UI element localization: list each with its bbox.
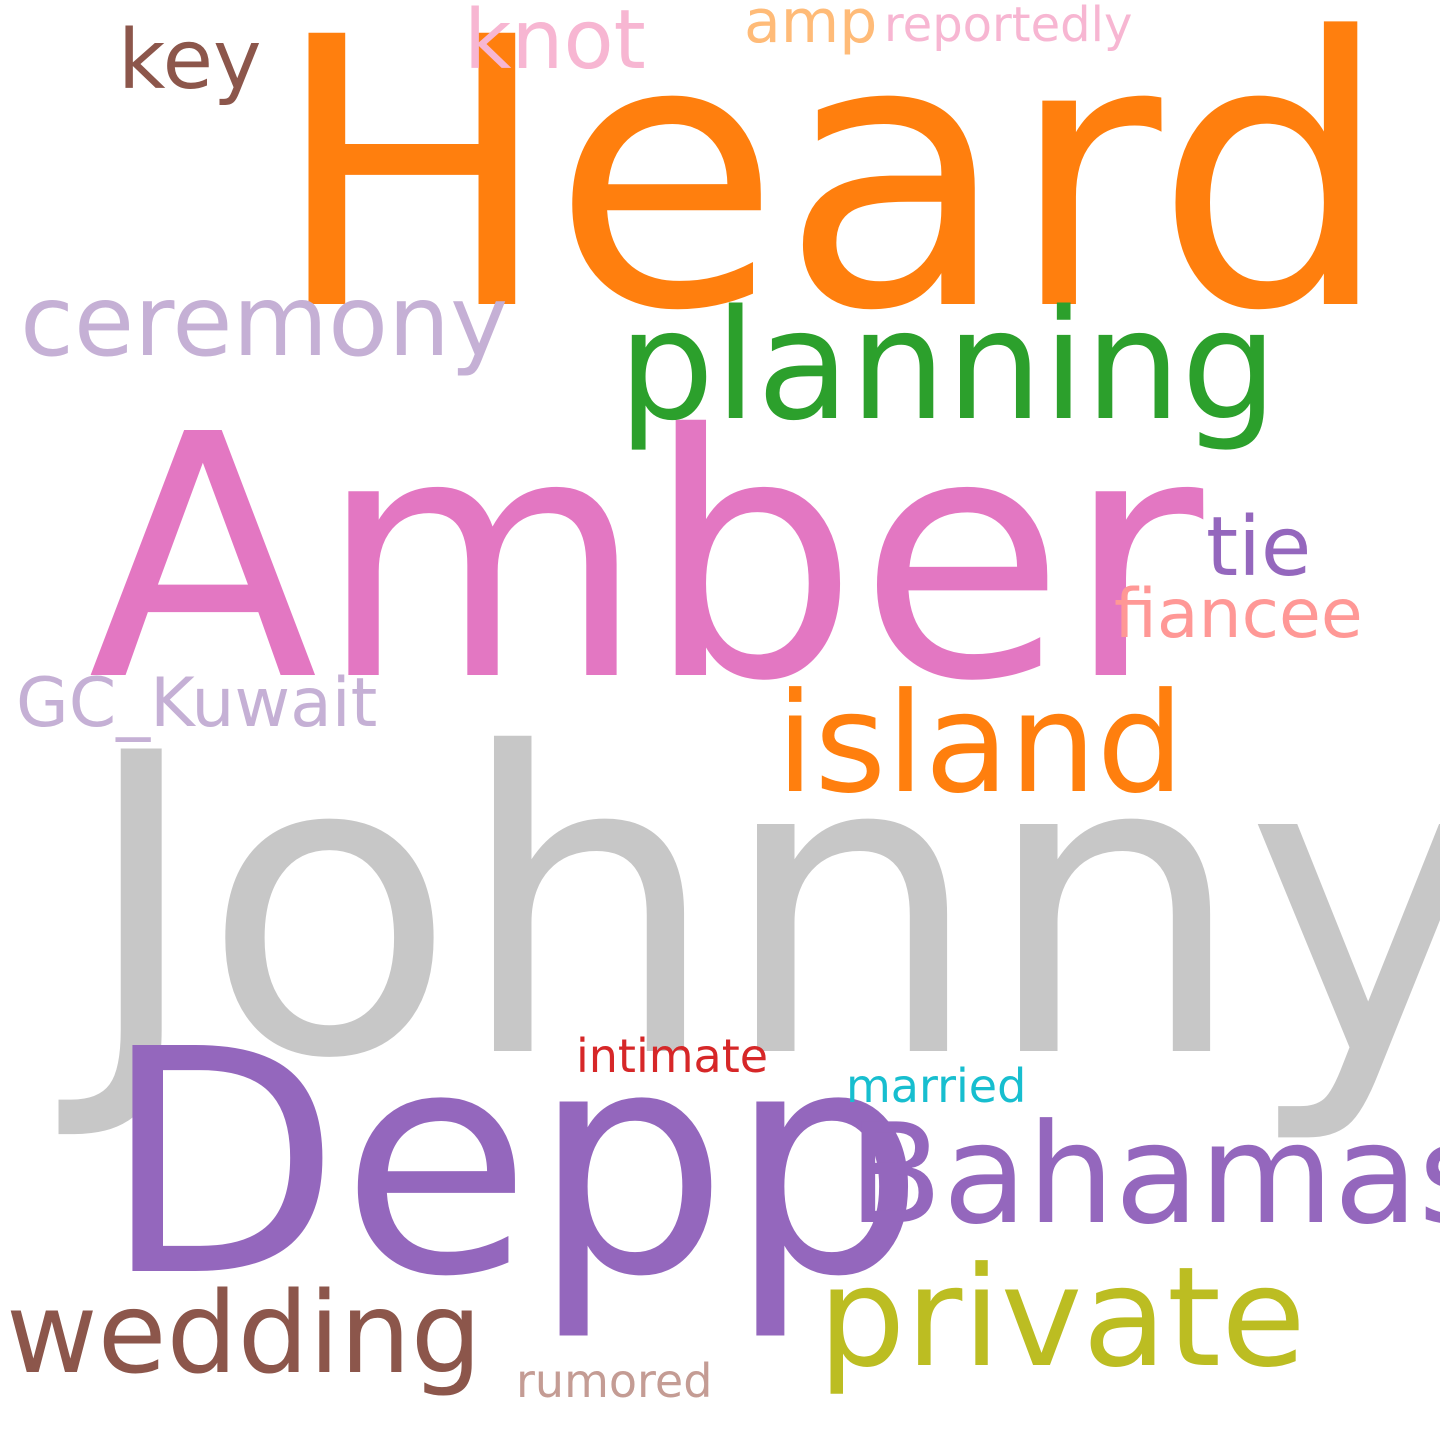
word-heard: Heard bbox=[272, 0, 1392, 392]
word-johnny: Johnny bbox=[80, 666, 1440, 1149]
word-key: key bbox=[118, 13, 262, 108]
word-fiancee: fiancee bbox=[1114, 575, 1363, 654]
word-island: island bbox=[776, 663, 1185, 824]
word-depp: Depp bbox=[102, 984, 925, 1345]
word-bahamas: Bahamas bbox=[848, 1094, 1440, 1255]
word-wedding: wedding bbox=[6, 1269, 482, 1399]
word-rumored: rumored bbox=[516, 1354, 713, 1408]
word-knot: knot bbox=[464, 0, 646, 88]
word-ceremony: ceremony bbox=[20, 265, 509, 379]
word-reportedly: reportedly bbox=[884, 0, 1133, 53]
word-private: private bbox=[818, 1237, 1306, 1398]
word-tie: tie bbox=[1206, 500, 1312, 595]
word-amp: amp bbox=[744, 0, 878, 57]
word-planning: planning bbox=[618, 277, 1278, 454]
word-intimate: intimate bbox=[576, 1029, 769, 1083]
word-married: married bbox=[846, 1059, 1027, 1113]
word-amber: Amber bbox=[88, 364, 1204, 755]
word-gc-kuwait: GC_Kuwait bbox=[16, 664, 378, 743]
